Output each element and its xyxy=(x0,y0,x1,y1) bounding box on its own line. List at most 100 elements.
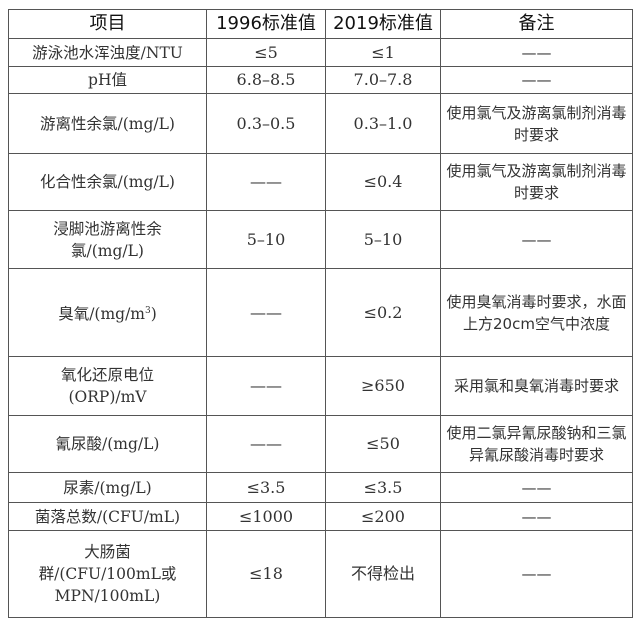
value-2019-cell-text: ≤3.5 xyxy=(363,477,403,497)
value-1996-cell-text: ≤5 xyxy=(254,42,278,62)
value-2019-cell: ≤0.4 xyxy=(325,153,441,211)
table-row: 游泳池水浑浊度/NTU ≤5 ≤1 —— xyxy=(8,38,633,67)
item-cell-text: 尿素/(mg/L) xyxy=(63,478,152,497)
note-cell-text: 使用氯气及游离氯制剂消毒时要求 xyxy=(446,103,627,144)
value-2019-cell: ≤0.2 xyxy=(325,268,441,357)
note-cell-text: 使用二氯异氰尿酸钠和三氯异氰尿酸消毒时要求 xyxy=(446,424,627,464)
item-cell-text: 游离性余氯/(mg/L) xyxy=(40,114,175,133)
note-cell-text: —— xyxy=(521,478,552,497)
note-cell-text: —— xyxy=(521,507,552,526)
item-cell: pH值 xyxy=(8,66,207,94)
value-2019-cell-text: ≤1 xyxy=(371,42,395,62)
value-2019-cell: ≤3.5 xyxy=(325,472,441,503)
value-2019-cell-text: 7.0–7.8 xyxy=(353,70,413,89)
value-1996-cell-text: 5–10 xyxy=(246,229,286,249)
value-1996-cell: 0.3–0.5 xyxy=(206,93,326,154)
value-1996-cell: 5–10 xyxy=(206,210,326,269)
note-cell-text: 采用氯和臭氧消毒时要求 xyxy=(453,377,619,395)
item-cell: 氧化还原电位(ORP)/mV xyxy=(8,356,207,416)
value-2019-cell-text: ≤50 xyxy=(366,434,400,453)
header-2019: 2019标准值 xyxy=(325,9,441,39)
note-cell: 使用臭氧消毒时要求，水面上方20cm空气中浓度 xyxy=(440,268,633,357)
value-1996-cell: ≤18 xyxy=(206,530,326,618)
item-cell: 尿素/(mg/L) xyxy=(8,472,207,503)
header-row: 项目 1996标准值 2019标准值 备注 xyxy=(8,9,633,39)
value-1996-cell-text: —— xyxy=(250,172,282,191)
item-end: ) xyxy=(150,305,157,324)
table-row: 臭氧/(mg/m3) —— ≤0.2 使用臭氧消毒时要求，水面上方20cm空气中浓度 xyxy=(8,268,633,357)
table-row: 大肠菌群/(CFU/100mL或MPN/100mL) ≤18 不得检出 —— xyxy=(8,530,633,618)
table-row: pH值 6.8–8.5 7.0–7.8 —— xyxy=(8,66,633,94)
note-cell: 使用二氯异氰尿酸钠和三氯异氰尿酸消毒时要求 xyxy=(440,415,633,473)
table-row: 菌落总数/(CFU/mL) ≤1000 ≤200 —— xyxy=(8,502,633,531)
value-1996-cell: 6.8–8.5 xyxy=(206,66,326,94)
note-cell-text: —— xyxy=(521,230,552,249)
item-cell: 浸脚池游离性余氯/(mg/L) xyxy=(8,210,207,269)
value-2019-cell-text: 不得检出 xyxy=(350,564,415,583)
table-row: 化合性余氯/(mg/L) —— ≤0.4 使用氯气及游离氯制剂消毒时要求 xyxy=(8,153,633,211)
value-2019-cell: ≤200 xyxy=(325,502,441,531)
note-cell: —— xyxy=(440,530,633,618)
value-2019-cell-text: 5–10 xyxy=(363,229,403,249)
note-cell: —— xyxy=(440,66,633,94)
value-2019-cell-text: ≥650 xyxy=(361,376,405,395)
value-1996-cell: ≤5 xyxy=(206,38,326,67)
value-1996-cell-text: ≤1000 xyxy=(238,506,294,526)
table-row: 氰尿酸/(mg/L) —— ≤50 使用二氯异氰尿酸钠和三氯异氰尿酸消毒时要求 xyxy=(8,415,633,473)
value-1996-cell: ≤3.5 xyxy=(206,472,326,503)
header-note: 备注 xyxy=(440,9,633,39)
header-item: 项目 xyxy=(8,9,207,39)
value-1996-cell: —— xyxy=(206,153,326,211)
item-cell-text: 游泳池水浑浊度/NTU xyxy=(32,43,183,62)
note-cell-text: —— xyxy=(521,565,552,583)
value-1996-cell-text: ≤18 xyxy=(249,564,283,583)
item-cell-text: pH值 xyxy=(88,71,127,89)
note-cell: 使用氯气及游离氯制剂消毒时要求 xyxy=(440,93,633,154)
value-2019-cell: 5–10 xyxy=(325,210,441,269)
item-cell-text: 大肠菌群/(CFU/100mL或MPN/100mL) xyxy=(38,543,177,605)
value-1996-cell: —— xyxy=(206,415,326,473)
value-2019-cell: 不得检出 xyxy=(325,530,441,618)
table-row: 浸脚池游离性余氯/(mg/L) 5–10 5–10 —— xyxy=(8,210,633,269)
item-cell: 化合性余氯/(mg/L) xyxy=(8,153,207,211)
value-2019-cell-text: 0.3–1.0 xyxy=(353,113,413,133)
value-1996-cell-text: ≤3.5 xyxy=(246,477,286,497)
note-cell-text: —— xyxy=(521,71,552,89)
note-cell-text: 使用氯气及游离氯制剂消毒时要求 xyxy=(446,162,627,202)
value-2019-cell: ≥650 xyxy=(325,356,441,416)
table-row: 氧化还原电位(ORP)/mV —— ≥650 采用氯和臭氧消毒时要求 xyxy=(8,356,633,416)
value-2019-cell-text: ≤0.2 xyxy=(363,302,403,322)
item-cell: 氰尿酸/(mg/L) xyxy=(8,415,207,473)
value-2019-cell-text: ≤200 xyxy=(361,506,405,526)
note-cell: —— xyxy=(440,210,633,269)
value-1996-cell: ≤1000 xyxy=(206,502,326,531)
item-cell: 大肠菌群/(CFU/100mL或MPN/100mL) xyxy=(8,530,207,618)
value-2019-cell: ≤1 xyxy=(325,38,441,67)
water-quality-table: 项目 1996标准值 2019标准值 备注 游泳池水浑浊度/NTU ≤5 ≤1 —— p… xyxy=(8,9,633,618)
item-cell: 臭氧/(mg/m3) xyxy=(8,268,207,357)
value-1996-cell-text: —— xyxy=(250,302,282,322)
item-cell: 游离性余氯/(mg/L) xyxy=(8,93,207,154)
table-row: 尿素/(mg/L) ≤3.5 ≤3.5 —— xyxy=(8,472,633,503)
superscript: 3 xyxy=(145,305,151,316)
value-1996-cell-text: —— xyxy=(250,434,282,453)
item-cell-text: 菌落总数/(CFU/mL) xyxy=(34,507,181,526)
value-1996-cell-text: 0.3–0.5 xyxy=(236,113,296,133)
value-2019-cell: 7.0–7.8 xyxy=(325,66,441,94)
value-1996-cell-text: 6.8–8.5 xyxy=(236,70,296,89)
value-2019-cell-text: ≤0.4 xyxy=(363,172,403,191)
table-row: 游离性余氯/(mg/L) 0.3–0.5 0.3–1.0 使用氯气及游离氯制剂消毒时要… xyxy=(8,93,633,154)
item-cell: 菌落总数/(CFU/mL) xyxy=(8,502,207,531)
item-cell-text: 化合性余氯/(mg/L) xyxy=(40,173,175,191)
value-1996-cell: —— xyxy=(206,268,326,357)
item-cell-text: 氰尿酸/(mg/L) xyxy=(55,435,160,453)
note-cell: 采用氯和臭氧消毒时要求 xyxy=(440,356,633,416)
header-1996: 1996标准值 xyxy=(206,9,326,39)
value-2019-cell: 0.3–1.0 xyxy=(325,93,441,154)
item-cell-text: 臭氧/(mg/m xyxy=(58,305,145,324)
value-1996-cell-text: —— xyxy=(250,376,282,395)
value-2019-cell: ≤50 xyxy=(325,415,441,473)
note-cell: —— xyxy=(440,502,633,531)
note-cell: —— xyxy=(440,38,633,67)
item-cell-text: 浸脚池游离性余氯/(mg/L) xyxy=(53,219,162,260)
